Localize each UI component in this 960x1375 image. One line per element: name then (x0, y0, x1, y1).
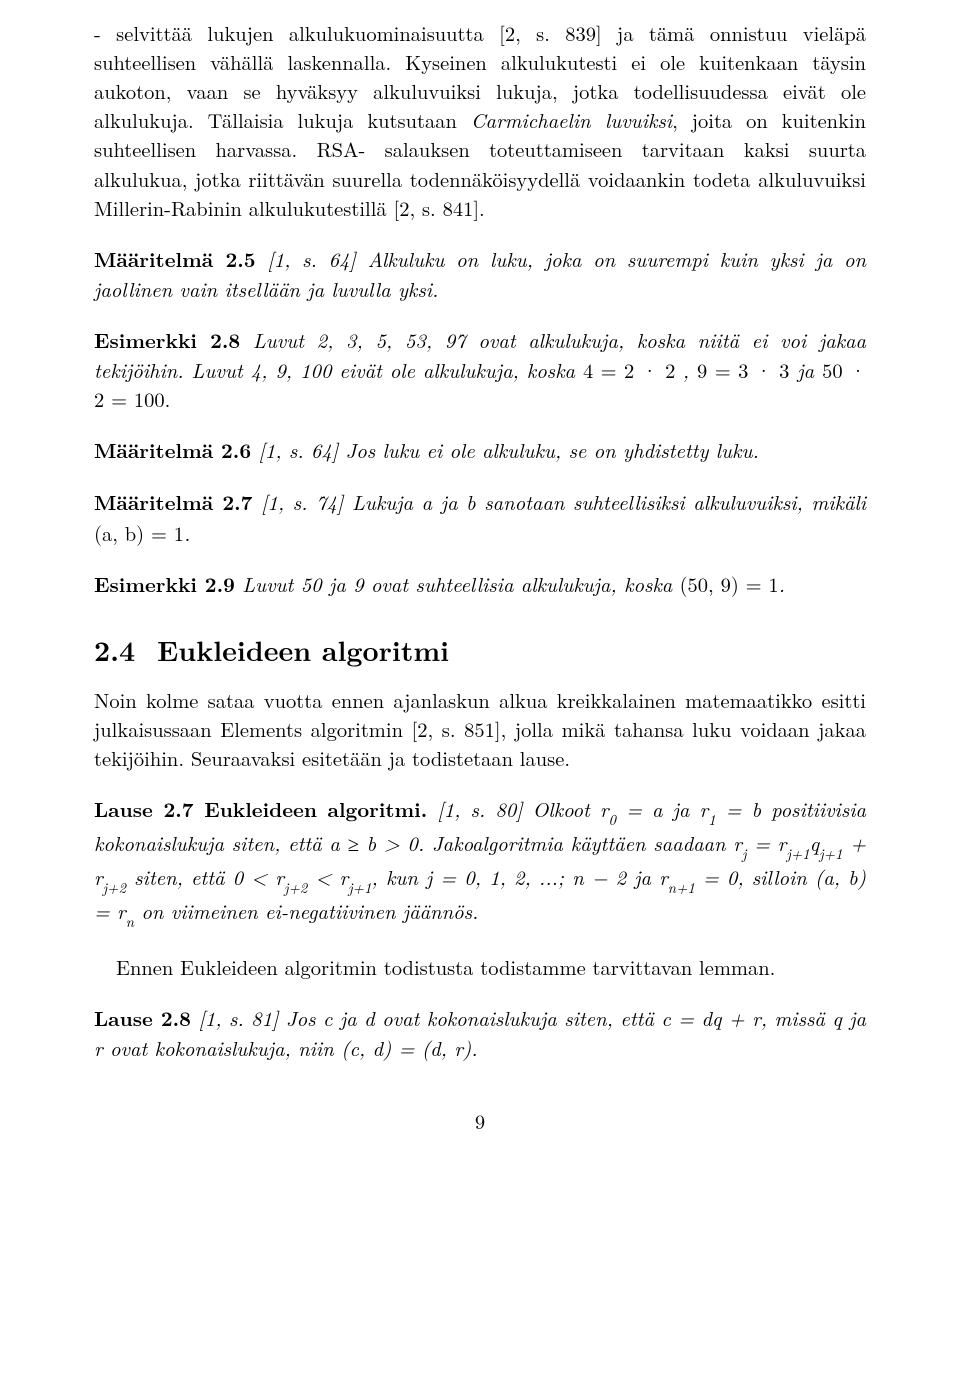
ex-2-8-tail: . (165, 384, 171, 413)
def-2-6-label: Määritelmä 2.6 (94, 436, 251, 465)
def-2-7-label: Määritelmä 2.7 (94, 488, 252, 517)
theorem-2-7: Lause 2.7 Eukleideen algoritmi. [1, s. 8… (94, 794, 866, 930)
def-2-6-body: [1, s. 64] Jos luku ei ole alkuluku, se … (251, 435, 759, 464)
ex-2-9-tail: . (779, 569, 785, 598)
intro-paragraph: - selvittää lukujen alkulukuominaisuutta… (94, 18, 866, 222)
definition-2-7: Määritelmä 2.7 [1, s. 74] Lukuja a ja b … (94, 487, 866, 546)
theorem-2-8: Lause 2.8 [1, s. 81] Jos c ja d ovat kok… (94, 1003, 866, 1062)
ex-2-9-math: (50, 9) = 1 (680, 569, 779, 598)
section-2-4-body: Noin kolme sataa vuotta ennen ajanlaskun… (94, 685, 866, 772)
thm-2-8-body: [1, s. 81] Jos c ja d ovat kokonaislukuj… (94, 1003, 866, 1062)
thm-2-8-label: Lause 2.8 (94, 1004, 191, 1033)
section-number: 2.4 (94, 631, 135, 671)
thm-2-7-label: Lause 2.7 Eukleideen algoritmi. (94, 795, 427, 824)
def-2-7-body: [1, s. 74] Lukuja a ja b sanotaan suhtee… (252, 487, 866, 516)
page-number: 9 (94, 1106, 866, 1135)
def-2-7-math: (a, b) = 1 (94, 518, 184, 547)
ex-2-9-label: Esimerkki 2.9 (94, 570, 235, 599)
def-2-5-label: Määritelmä 2.5 (94, 245, 256, 274)
intro-emph: Carmichaelin luvuiksi (471, 105, 672, 134)
example-2-8: Esimerkki 2.8 Luvut 2, 3, 5, 53, 97 ovat… (94, 325, 866, 413)
definition-2-5: Määritelmä 2.5 [1, s. 64] Alkuluku on lu… (94, 244, 866, 303)
ex-2-8-label: Esimerkki 2.8 (94, 326, 240, 355)
ex-2-8-m2: 9 = 3 · 3 (697, 355, 789, 384)
ex-2-9-body: Luvut 50 ja 9 ovat suhteellisia alkuluku… (235, 569, 680, 598)
ex-2-8-m1: 4 = 2 · 2 (583, 355, 683, 384)
ex-2-8-mid2: ja (789, 355, 822, 384)
lemma-intro: Ennen Eukleideen algoritmin todistusta t… (94, 952, 866, 981)
thm-2-7-a: [1, s. 80] Olkoot (427, 794, 600, 823)
ex-2-8-mid: , (683, 355, 697, 384)
def-2-7-tail: . (184, 518, 190, 547)
example-2-9: Esimerkki 2.9 Luvut 50 ja 9 ovat suhteel… (94, 569, 866, 599)
section-2-4-heading: 2.4 Eukleideen algoritmi (94, 631, 866, 671)
definition-2-6: Määritelmä 2.6 [1, s. 64] Jos luku ei ol… (94, 435, 866, 465)
section-title: Eukleideen algoritmi (157, 630, 449, 670)
